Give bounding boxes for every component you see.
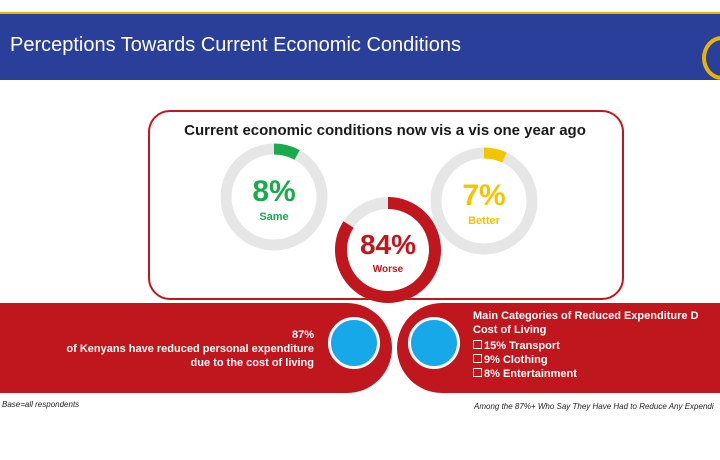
donut-label-same: Same <box>259 211 288 223</box>
chart-title: Current economic conditions now vis a vi… <box>184 122 586 139</box>
checkbox-icon <box>473 340 482 349</box>
checkbox-icon <box>473 368 482 377</box>
donut-value-better: 7% <box>462 179 505 212</box>
donut-label-better: Better <box>468 215 501 227</box>
header-bar: Perceptions Towards Current Economic Con… <box>0 12 720 80</box>
categories-heading: Main Categories of Reduced Expenditure D <box>473 310 699 322</box>
expenditure-line: of Kenyans have reduced personal expendi… <box>66 343 314 355</box>
category-item: 9% Clothing <box>473 353 720 367</box>
categories-heading: Cost of Living <box>473 324 547 336</box>
expenditure-percent: 87% <box>291 329 314 341</box>
category-item: 8% Entertainment <box>473 367 720 381</box>
donut-value-same: 8% <box>252 175 295 208</box>
footnote-base: Base=all respondents <box>2 400 80 409</box>
donut-arc-same <box>220 143 328 251</box>
category-item: 15% Transport <box>473 339 720 353</box>
left-circle-icon <box>328 317 380 369</box>
expenditure-panel <box>0 303 392 393</box>
categories-list: Main Categories of Reduced Expenditure D… <box>473 309 720 381</box>
donut-label-worse: Worse <box>373 264 404 275</box>
donut-value-worse: 84% <box>360 229 416 260</box>
right-circle-icon <box>408 317 460 369</box>
donut-arc-better <box>430 147 538 255</box>
donut-arc-worse <box>335 197 441 303</box>
footnote-among: Among the 87%+ Who Say They Have Had to … <box>474 402 714 411</box>
checkbox-icon <box>473 354 482 363</box>
expenditure-summary: 87% of Kenyans have reduced personal exp… <box>40 328 314 370</box>
page-title: Perceptions Towards Current Economic Con… <box>10 34 461 56</box>
expenditure-line: due to the cost of living <box>190 357 314 369</box>
